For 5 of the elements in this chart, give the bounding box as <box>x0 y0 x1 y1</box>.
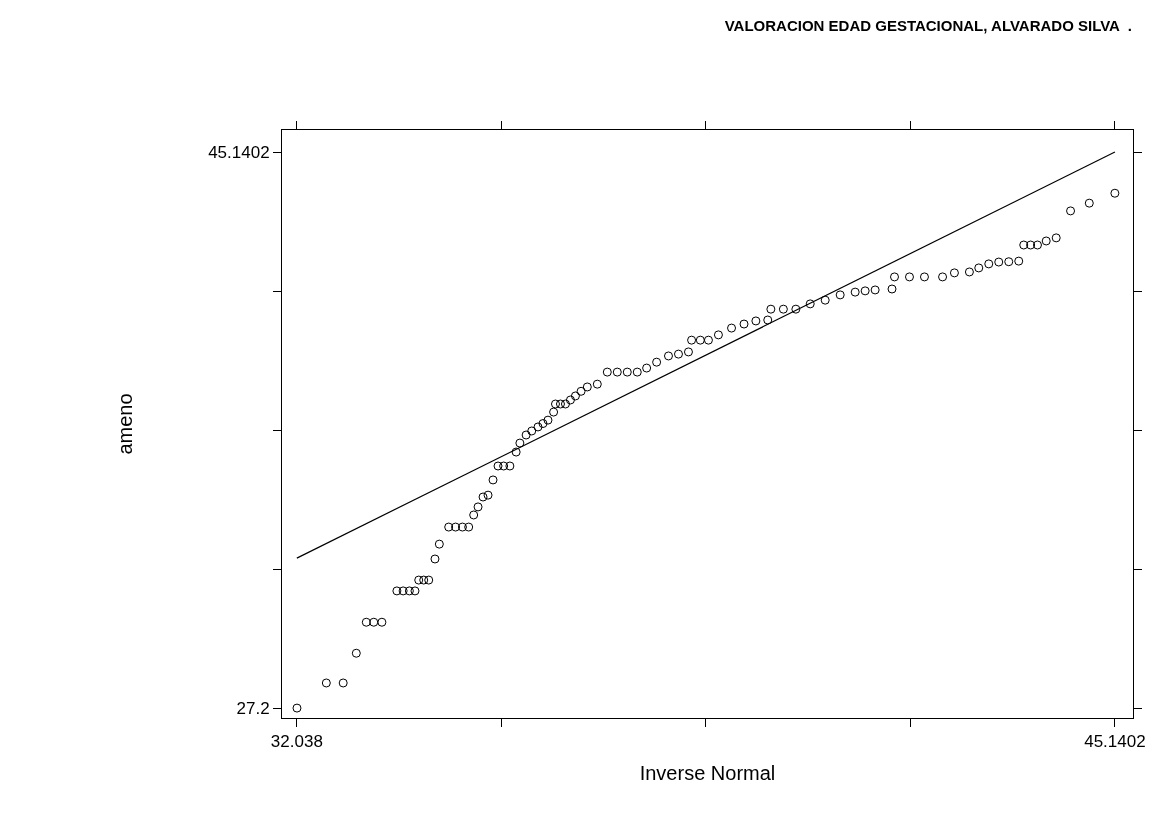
x-axis-title: Inverse Normal <box>639 761 776 784</box>
chart-title: VALORACION EDAD GESTACIONAL, ALVARADO SILVA . <box>724 17 1132 35</box>
y-tick-label: 27.2 <box>236 699 270 719</box>
x-tick-label: 32.038 <box>270 732 323 752</box>
y-axis-title: ameno <box>113 393 136 455</box>
